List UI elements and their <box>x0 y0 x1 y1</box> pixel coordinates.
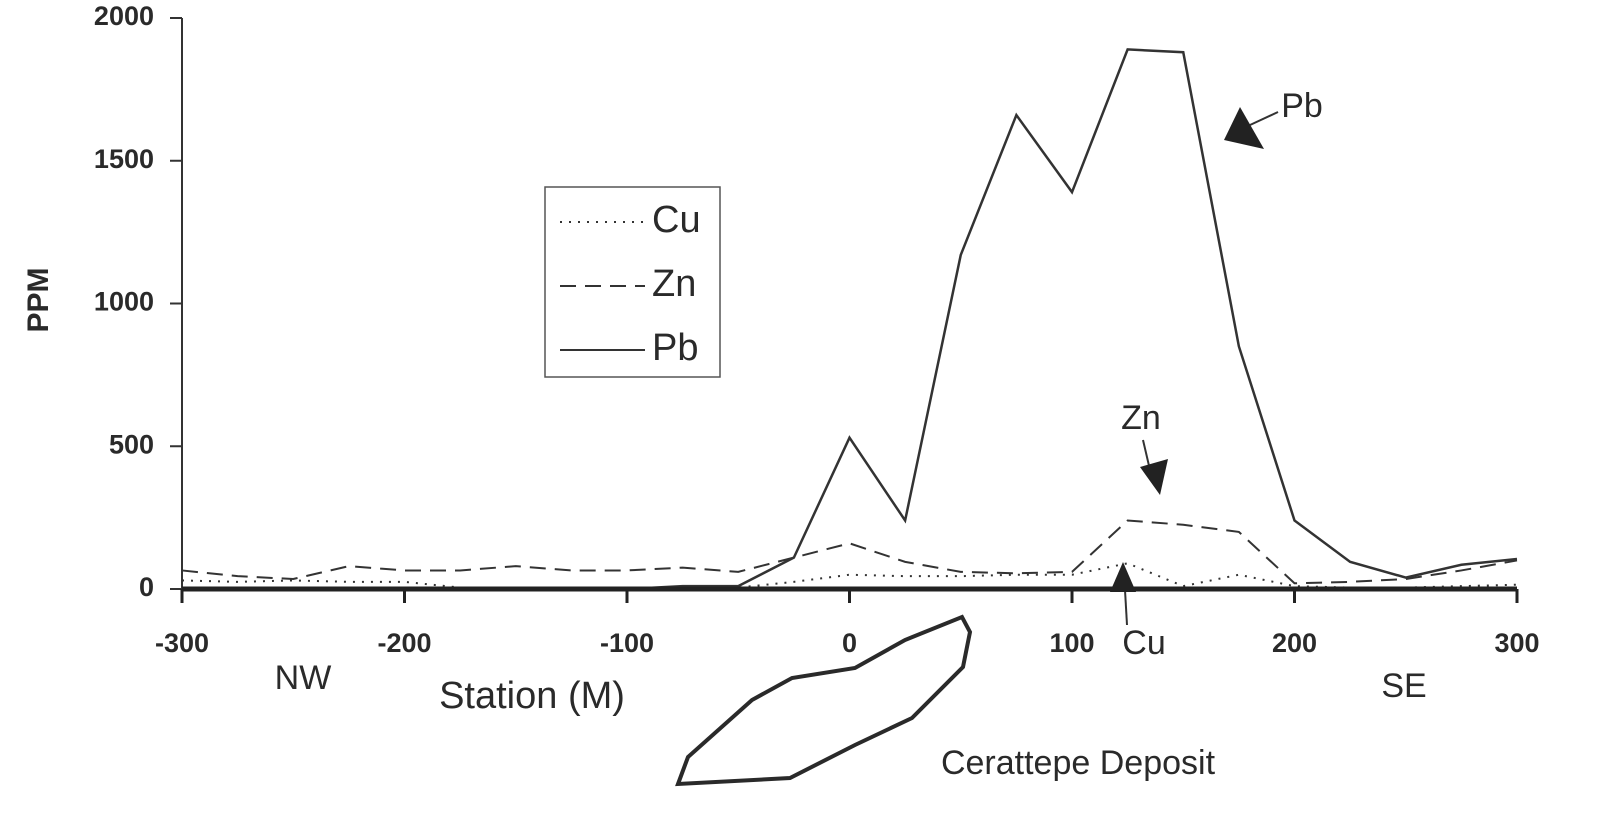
y-axis-label: PPM <box>22 267 55 332</box>
x-tick-label: 300 <box>1494 628 1539 658</box>
x-tick-label: 0 <box>842 628 857 658</box>
legend-label: Pb <box>652 327 698 369</box>
data-line <box>181 562 1518 589</box>
legend-label: Cu <box>652 199 701 241</box>
x-tick-label: 100 <box>1049 628 1094 658</box>
arrow-head <box>1224 107 1264 149</box>
y-tick-label: 500 <box>109 429 154 459</box>
y-tick-label: 2000 <box>94 1 154 31</box>
y-tick-label: 1000 <box>94 287 154 317</box>
deposit-outline <box>675 614 973 787</box>
arrow-line <box>1249 111 1279 126</box>
annotation: SE <box>1381 667 1426 705</box>
arrow-head <box>1110 562 1136 592</box>
x-tick-label: 200 <box>1272 628 1317 658</box>
x-tick-label: -100 <box>600 628 654 658</box>
annotation: Zn <box>1121 399 1161 437</box>
x-axis-label: Station (M) <box>439 675 625 717</box>
x-tick-label: -200 <box>377 628 431 658</box>
annotation: Pb <box>1281 87 1323 125</box>
annotation: NW <box>275 659 332 697</box>
arrow-head <box>1140 459 1168 495</box>
annotation: Cu <box>1122 624 1165 662</box>
x-tick-label: -300 <box>155 628 209 658</box>
data-line <box>181 519 1518 585</box>
annotation: Cerattepe Deposit <box>941 744 1216 782</box>
arrow-line <box>1124 589 1128 626</box>
legend-label: Zn <box>652 263 696 305</box>
data-line <box>182 48 1518 591</box>
y-tick-label: 1500 <box>94 144 154 174</box>
legend-box <box>544 186 721 378</box>
y-tick-label: 0 <box>139 572 154 602</box>
